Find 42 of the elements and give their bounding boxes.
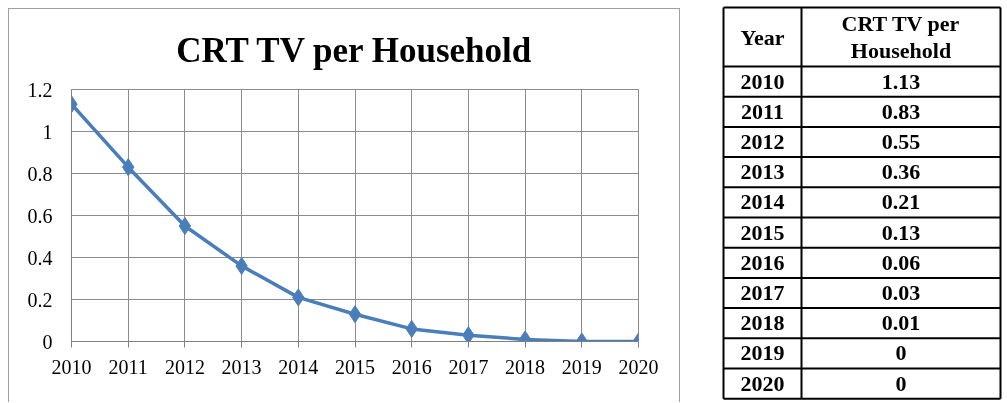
y-tick-label: 2014 <box>740 189 785 215</box>
data-label: 0.83 <box>881 98 921 124</box>
y-tick-label: 0.2 <box>27 288 53 311</box>
y-tick-label: 1 <box>42 120 53 143</box>
y-tick-label: 2011 <box>741 98 784 124</box>
y-tick-label: 2013 <box>740 159 785 185</box>
data-label: 0.55 <box>881 129 921 154</box>
data-label: 0.21 <box>881 189 921 215</box>
x-tick-label: 2018 <box>505 355 546 378</box>
x-tick-label: 2013 <box>221 355 262 378</box>
x-tick-label: 2012 <box>164 355 205 378</box>
y-tick-label: 2012 <box>740 129 785 154</box>
data-label: 0.01 <box>881 310 921 336</box>
point <box>348 305 362 324</box>
chart-title: CRT TV per Household <box>176 31 532 70</box>
y-tick-label: 2016 <box>740 249 785 275</box>
x-tick-label: 2016 <box>391 355 432 378</box>
point <box>462 326 475 342</box>
data-label: 0 <box>895 340 907 366</box>
x-tick-label: 2014 <box>278 355 319 378</box>
x-tick-label: 2015 <box>335 355 375 378</box>
y-tick-label: 0 <box>42 330 53 353</box>
y-tick-label: 2018 <box>740 310 785 336</box>
x-tick-label: 2017 <box>448 355 489 378</box>
y-tick-label: 2010 <box>740 68 785 94</box>
y-tick-label: 0.8 <box>27 162 53 185</box>
y-tick-label: 2017 <box>740 280 785 305</box>
y-axis-title: Year <box>740 24 785 50</box>
data-label: 0.06 <box>881 249 921 275</box>
point <box>178 217 192 235</box>
y-tick-label: 1.2 <box>27 78 53 101</box>
data-label: 0.36 <box>881 159 921 185</box>
x-tick-label: 2020 <box>618 355 659 378</box>
x-tick-label: 2019 <box>561 355 602 378</box>
data-label: 0.03 <box>881 280 921 305</box>
data-label: 0.13 <box>881 219 921 245</box>
data-label: 1.13 <box>881 68 921 94</box>
y-tick-label: 2015 <box>740 219 785 245</box>
y-tick-label: 0.6 <box>27 204 53 227</box>
data-label: 0 <box>895 370 907 396</box>
x-tick-label: 2011 <box>108 355 148 378</box>
y-tick-label: 0.4 <box>27 246 53 269</box>
